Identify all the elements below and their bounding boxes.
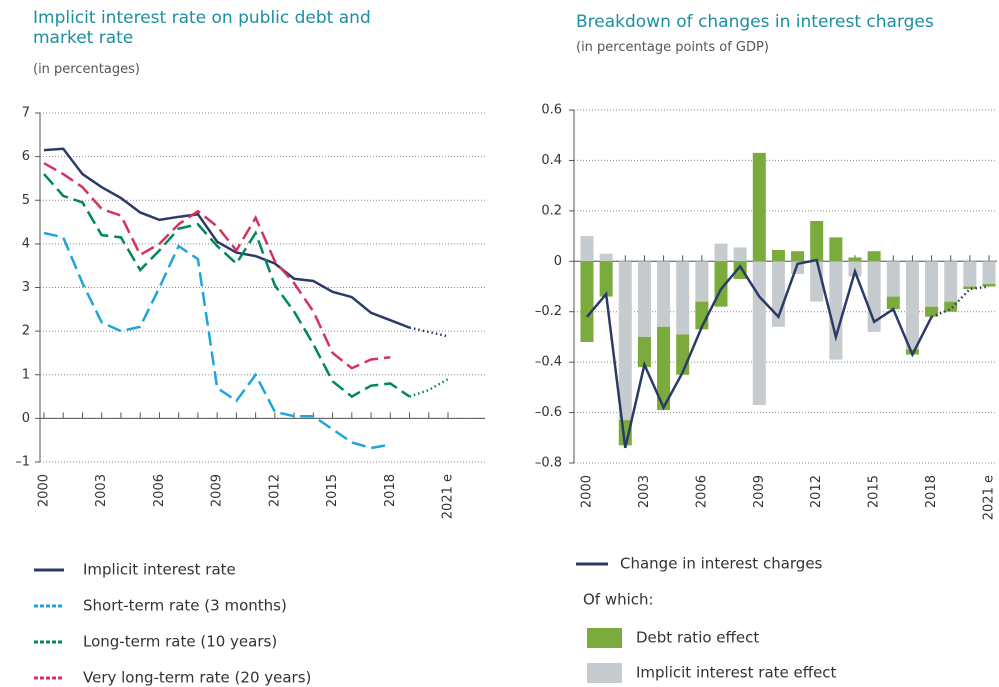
legend-swatch bbox=[587, 628, 622, 648]
bar bbox=[618, 261, 632, 421]
legend-label: Short-term rate (3 months) bbox=[83, 597, 287, 615]
y-tick-label: 3 bbox=[22, 280, 30, 295]
bar bbox=[963, 286, 977, 290]
line-series bbox=[43, 147, 410, 329]
bar bbox=[925, 261, 939, 307]
bar bbox=[867, 251, 881, 262]
bar bbox=[733, 247, 747, 262]
legend-label: Implicit interest rate bbox=[83, 561, 236, 579]
x-tick-label: 2003 bbox=[94, 474, 109, 507]
x-tick-label: 2003 bbox=[637, 475, 652, 508]
bar bbox=[637, 261, 651, 337]
bar bbox=[963, 261, 977, 287]
bar bbox=[886, 296, 900, 310]
bar bbox=[676, 261, 690, 335]
y-tick-label: 0.2 bbox=[541, 203, 562, 218]
legend-label: Long-term rate (10 years) bbox=[83, 633, 277, 651]
line-series bbox=[43, 162, 391, 370]
bar bbox=[752, 152, 766, 262]
x-tick-label: 2006 bbox=[694, 475, 709, 508]
bar bbox=[771, 249, 785, 262]
line-series bbox=[43, 231, 391, 450]
bar bbox=[944, 261, 958, 302]
x-tick-label: 2009 bbox=[752, 475, 767, 508]
line-series bbox=[43, 173, 411, 399]
bar bbox=[733, 261, 747, 279]
bar bbox=[657, 326, 671, 411]
x-tick-label: 2009 bbox=[210, 474, 225, 507]
bar bbox=[714, 243, 728, 262]
bar bbox=[580, 261, 594, 342]
bar bbox=[925, 306, 939, 317]
bar bbox=[982, 283, 996, 287]
y-tick-label: –0.2 bbox=[535, 304, 562, 319]
bar bbox=[752, 261, 766, 406]
line-series bbox=[409, 326, 449, 338]
bar bbox=[982, 261, 996, 284]
bar bbox=[580, 236, 594, 262]
x-tick-label: 2012 bbox=[809, 475, 824, 508]
legend-label: Very long-term rate (20 years) bbox=[83, 669, 311, 687]
bar bbox=[695, 261, 709, 302]
y-tick-label: 7 bbox=[22, 106, 30, 121]
y-tick-label: 5 bbox=[22, 193, 30, 208]
y-tick-label: –0.4 bbox=[535, 355, 562, 370]
y-tick-label: 0 bbox=[554, 254, 562, 269]
bar bbox=[905, 261, 919, 350]
x-tick-label: 2006 bbox=[152, 474, 167, 507]
chart-subtitle: (in percentage points of GDP) bbox=[576, 40, 769, 55]
line-series bbox=[931, 285, 990, 318]
y-tick-label: 0 bbox=[22, 411, 30, 426]
chart-subtitle: (in percentages) bbox=[33, 62, 140, 77]
legend-label: Debt ratio effect bbox=[636, 629, 759, 647]
legend-label: Change in interest charges bbox=[620, 555, 823, 573]
y-tick-label: –0.6 bbox=[535, 405, 562, 420]
y-tick-label: 1 bbox=[22, 367, 30, 382]
x-tick-label: 2015 bbox=[325, 474, 340, 507]
x-tick-label: 2021 e bbox=[441, 474, 456, 519]
x-tick-label: 2015 bbox=[867, 475, 882, 508]
chart-title: Breakdown of changes in interest charges bbox=[576, 12, 934, 32]
x-tick-label: 2012 bbox=[267, 474, 282, 507]
y-tick-label: 0.6 bbox=[541, 103, 562, 118]
legend-label: Implicit interest rate effect bbox=[636, 664, 837, 682]
y-tick-label: 0.4 bbox=[541, 153, 562, 168]
bar bbox=[676, 334, 690, 375]
bar bbox=[637, 336, 651, 368]
y-tick-label: –1 bbox=[15, 455, 30, 470]
bar bbox=[791, 251, 805, 262]
line-series bbox=[409, 378, 449, 398]
bar bbox=[944, 301, 958, 312]
legend-note: Of which: bbox=[583, 591, 654, 609]
bar bbox=[848, 257, 862, 262]
line-series bbox=[586, 258, 933, 449]
bar bbox=[657, 261, 671, 327]
bar bbox=[886, 261, 900, 297]
y-tick-label: –0.8 bbox=[535, 456, 562, 471]
x-tick-label: 2018 bbox=[383, 474, 398, 507]
bar bbox=[810, 220, 824, 262]
bar bbox=[599, 261, 613, 297]
bar bbox=[829, 237, 843, 262]
bar bbox=[599, 253, 613, 262]
chart-title: Implicit interest rate on public debt an… bbox=[33, 8, 371, 48]
y-tick-label: 4 bbox=[22, 236, 30, 251]
y-tick-label: 2 bbox=[22, 324, 30, 339]
y-tick-label: 6 bbox=[22, 149, 30, 164]
legend-swatch bbox=[587, 663, 622, 683]
x-tick-label: 2000 bbox=[37, 474, 52, 507]
x-tick-label: 2000 bbox=[580, 475, 595, 508]
bar bbox=[829, 261, 843, 360]
x-tick-label: 2018 bbox=[924, 475, 939, 508]
x-tick-label: 2021 e bbox=[982, 475, 997, 520]
